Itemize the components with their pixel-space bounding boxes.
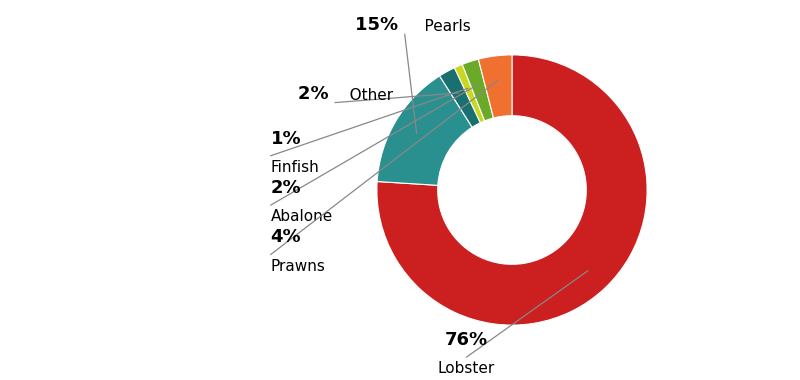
Text: 4%: 4% (270, 228, 302, 247)
Text: Finfish: Finfish (270, 160, 319, 175)
Text: Other: Other (335, 88, 393, 103)
Text: 2%: 2% (298, 85, 335, 103)
Text: 2%: 2% (270, 179, 302, 197)
Text: 15%: 15% (355, 16, 405, 34)
Wedge shape (454, 64, 485, 123)
Wedge shape (462, 59, 494, 121)
Text: 1%: 1% (270, 130, 302, 148)
Text: Lobster: Lobster (438, 361, 495, 376)
Wedge shape (377, 55, 647, 325)
Text: Pearls: Pearls (405, 19, 470, 34)
Text: 76%: 76% (445, 331, 488, 349)
Text: Prawns: Prawns (270, 259, 326, 274)
Text: Abalone: Abalone (270, 209, 333, 224)
Wedge shape (478, 55, 512, 118)
Wedge shape (440, 68, 480, 127)
Wedge shape (377, 76, 472, 185)
